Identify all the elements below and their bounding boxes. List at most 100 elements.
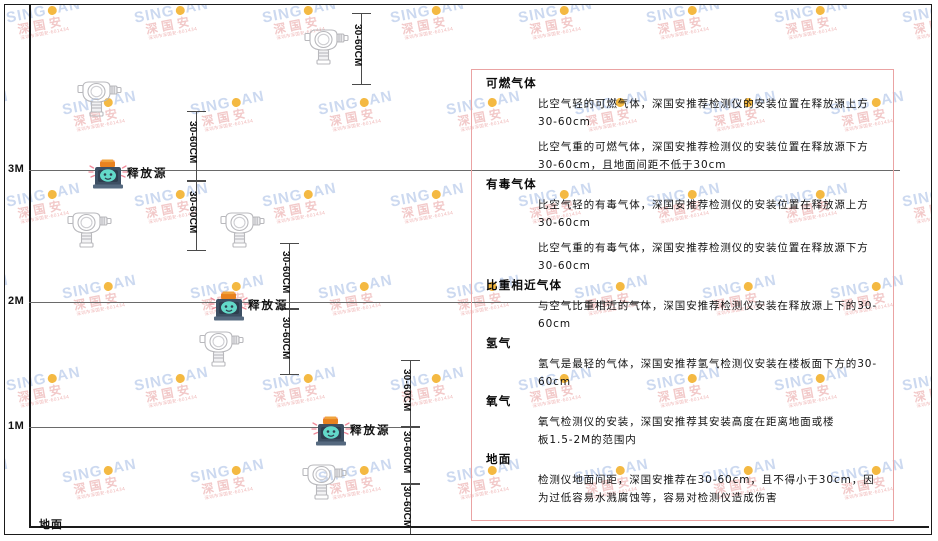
leader-line: [379, 427, 401, 428]
guideline-paragraph: 比空气轻的有毒气体，深国安推荐检测仪的安装位置在释放源上方30-60cm: [538, 199, 869, 229]
dimension-line: [410, 484, 411, 534]
dimension-label: 30-60CM: [352, 24, 363, 67]
guideline-section: 氢气氢气是最轻的气体，深国安推荐氢气检测仪安装在楼板面下方的30-60cm: [486, 336, 883, 391]
guideline-paragraph: 氢气是最轻的气体，深国安推荐氢气检测仪安装在楼板面下方的30-60cm: [538, 358, 878, 388]
dimension-line: [196, 181, 197, 251]
guideline-body: 比空气轻的可燃气体，深国安推荐检测仪的安装位置在释放源上方30-60cm 比空气重…: [538, 95, 883, 174]
gas-detector-icon: [63, 208, 115, 255]
dimension-marker: 30-60CM: [187, 181, 207, 251]
release-source-label: 释放源: [248, 298, 289, 312]
gas-detector-icon: [199, 331, 244, 367]
gas-installation-guidelines-panel: 可燃气体 比空气轻的可燃气体，深国安推荐检测仪的安装位置在释放源上方30-60cm…: [471, 69, 894, 521]
guideline-heading: 比重相近气体: [486, 278, 563, 292]
release-source-icon: [206, 290, 252, 331]
dimension-tick: [401, 426, 420, 427]
dimension-tick: [280, 309, 299, 310]
level-label: 1M: [8, 420, 25, 432]
release-source-icon: [85, 158, 131, 199]
dimension-marker: 30-60CM: [401, 360, 421, 427]
guideline-section: 有毒气体 比空气轻的有毒气体，深国安推荐检测仪的安装位置在释放源上方30-60cm…: [486, 177, 883, 275]
gas-detector-icon: [67, 212, 112, 248]
guideline-heading: 地面: [486, 452, 512, 466]
dimension-tick: [401, 484, 420, 485]
dimension-tick: [280, 374, 299, 375]
guideline-heading: 氢气: [486, 336, 512, 350]
guideline-body: 氢气是最轻的气体，深国安推荐氢气检测仪安装在楼板面下方的30-60cm: [538, 355, 883, 391]
level-label: 3M: [8, 163, 25, 175]
release-source-icon: [88, 159, 128, 189]
guideline-heading: 氧气: [486, 394, 512, 408]
dimension-line: [196, 111, 197, 181]
dimension-line: [361, 13, 362, 85]
guideline-body: 比空气轻的有毒气体，深国安推荐检测仪的安装位置在释放源上方30-60cm 比空气重…: [538, 196, 883, 275]
gas-detector-icon: [300, 25, 352, 72]
dimension-line: [289, 243, 290, 309]
dimension-tick: [280, 243, 299, 244]
guideline-section: 氧气氧气检测仪的安装，深国安推荐其安装高度在距离地面或楼板1.5-2M的范围内: [486, 394, 883, 449]
dimension-label: 30-60CM: [280, 251, 291, 294]
guideline-section: 比重相近气体与空气比重相近的气体，深国安推荐检测仪安装在释放源上下的30-60c…: [486, 278, 883, 333]
dimension-marker: 30-60CM: [280, 243, 300, 309]
guideline-paragraph: 氧气检测仪的安装，深国安推荐其安装高度在距离地面或楼板1.5-2M的范围内: [538, 416, 835, 446]
dimension-tick: [401, 360, 420, 361]
dimension-tick: [280, 308, 299, 309]
release-source-label: 释放源: [350, 423, 391, 437]
dimension-line: [410, 360, 411, 427]
dimension-tick: [352, 13, 371, 14]
guideline-paragraph: 比空气轻的可燃气体，深国安推荐检测仪的安装位置在释放源上方30-60cm: [538, 98, 869, 128]
gas-detector-icon: [302, 464, 347, 500]
gas-detector-icon: [73, 77, 125, 124]
guideline-body: 与空气比重相近的气体，深国安推荐检测仪安装在释放源上下的30-60cm: [538, 297, 883, 333]
y-axis: [29, 5, 31, 528]
ground-label: 地面: [39, 518, 63, 531]
guideline-heading: 可燃气体: [486, 76, 537, 90]
dimension-tick: [352, 84, 371, 85]
dimension-tick: [187, 181, 206, 182]
level-line: [29, 427, 395, 428]
guideline-paragraph: 比空气重的可燃气体，深国安推荐检测仪的安装位置在释放源下方30-60cm，且地面…: [538, 141, 869, 171]
release-source-icon: [308, 415, 354, 456]
dimension-marker: 30-60CM: [280, 309, 300, 375]
guideline-paragraph: 检测仪地面间距，深国安推荐在30-60cm，且不得小于30cm，因为过低容易水溅…: [538, 474, 875, 504]
guideline-heading: 有毒气体: [486, 177, 537, 191]
gas-detector-icon: [77, 81, 122, 117]
guideline-paragraph: 与空气比重相近的气体，深国安推荐检测仪安装在释放源上下的30-60cm: [538, 300, 878, 330]
guideline-body: 氧气检测仪的安装，深国安推荐其安装高度在距离地面或楼板1.5-2M的范围内: [538, 413, 838, 449]
dimension-tick: [401, 483, 420, 484]
dimension-marker: 30-60CM: [401, 484, 421, 534]
release-source-label: 释放源: [127, 166, 168, 180]
release-source-icon: [311, 416, 351, 446]
guideline-paragraph: 比空气重的有毒气体，深国安推荐检测仪的安装位置在释放源下方30-60cm: [538, 242, 869, 272]
dimension-label: 30-60CM: [187, 191, 198, 234]
release-source-icon: [209, 291, 249, 321]
level-label: 2M: [8, 295, 25, 307]
dimension-label: 30-60CM: [187, 121, 198, 164]
dimension-marker: 30-60CM: [187, 111, 207, 181]
gas-detector-icon: [220, 212, 265, 248]
dimension-marker: 30-60CM: [352, 13, 372, 85]
dimension-line: [410, 427, 411, 484]
dimension-tick: [187, 111, 206, 112]
dimension-tick: [187, 250, 206, 251]
dimension-marker: 30-60CM: [401, 427, 421, 484]
dimension-label: 30-60CM: [401, 430, 412, 474]
installation-height-diagram: 3M 2M 1M 30-60CM 30-60CM 30-60CM 30-60CM 30-60…: [5, 5, 931, 534]
guideline-section: 地面检测仪地面间距，深国安推荐在30-60cm，且不得小于30cm，因为过低容易…: [486, 452, 883, 507]
dimension-line: [289, 309, 290, 375]
dimension-tick: [187, 180, 206, 181]
dimension-label: 30-60CM: [401, 486, 412, 529]
guideline-body: 检测仪地面间距，深国安推荐在30-60cm，且不得小于30cm，因为过低容易水溅…: [538, 471, 883, 507]
dimension-label: 30-60CM: [280, 317, 291, 360]
dimension-label: 30-60CM: [401, 368, 412, 412]
gas-detector-icon: [304, 29, 349, 65]
gas-detector-icon: [195, 327, 247, 374]
leader-line: [277, 302, 289, 303]
gas-detector-icon: [216, 208, 268, 255]
x-axis-ground: [29, 526, 929, 528]
leader-line: [155, 170, 187, 171]
dimension-tick: [401, 427, 420, 428]
level-line: [29, 302, 645, 303]
diagram-frame: SING AN 深国安 深圳市深国安-601434 SING AN 深国安 深圳市深国安-60…: [4, 4, 932, 535]
gas-detector-icon: [298, 460, 350, 507]
guideline-section: 可燃气体 比空气轻的可燃气体，深国安推荐检测仪的安装位置在释放源上方30-60cm…: [486, 76, 883, 174]
